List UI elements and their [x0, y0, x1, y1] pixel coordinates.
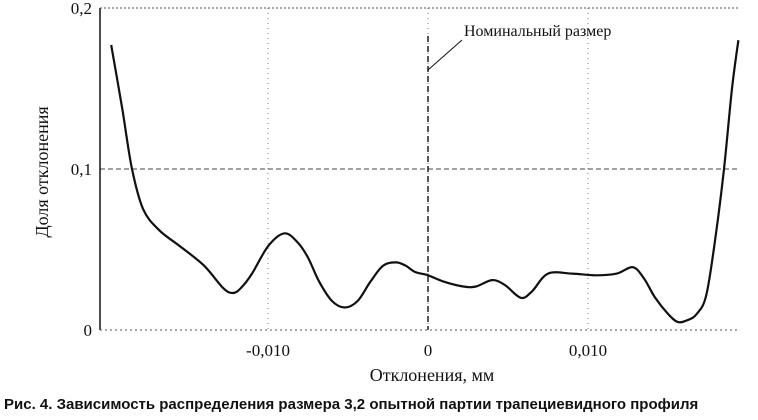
x-tick-label-0: -0,010: [246, 341, 290, 360]
series-line-0: [110, 40, 740, 324]
annotation-layer: Номинальный размер: [427, 23, 611, 330]
grid-lines: [100, 8, 740, 330]
x-tick-label-2: 0,010: [569, 341, 607, 360]
axes: [99, 7, 740, 331]
nominal-size-label: Номинальный размер: [464, 23, 611, 40]
y-tick-label-0: 0: [84, 321, 93, 340]
tick-labels: 0 0,1 0,2 -0,010 0 0,010: [71, 0, 607, 360]
x-tick-label-1: 0: [424, 341, 433, 360]
y-tick-label-2: 0,2: [71, 0, 92, 18]
nominal-size-leader: [427, 39, 463, 71]
figure-caption: Рис. 4. Зависимость распределения размер…: [4, 396, 699, 413]
y-tick-label-1: 0,1: [71, 160, 92, 179]
x-axis-title: Отклонения, мм: [370, 365, 495, 385]
y-axis-title: Доля отклонения: [32, 106, 52, 237]
series-layer: [110, 40, 740, 324]
